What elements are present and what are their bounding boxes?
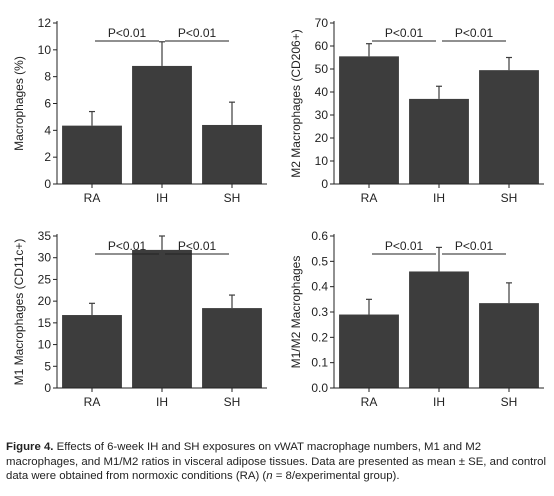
y-tick-label: 0 bbox=[321, 177, 328, 191]
chart-panel-1: Macrophages (%) 0 2 4 6 8 10 12 RA IH SH P<0.01 P<0.… bbox=[12, 16, 267, 205]
significance-label: P<0.01 bbox=[455, 239, 494, 253]
significance-label: P<0.01 bbox=[108, 26, 147, 40]
y-tick-label: 2 bbox=[44, 150, 51, 164]
caption-lead: Figure 4. bbox=[6, 441, 54, 453]
y-tick-label: 0.4 bbox=[311, 280, 328, 294]
bar-sh bbox=[479, 303, 539, 388]
y-tick-label: 8 bbox=[44, 70, 51, 84]
chart-panel-4: M1/M2 Macrophages 0.0 0.1 0.2 0.3 0.4 0.5 0.6 RA… bbox=[289, 229, 544, 409]
bar-ih bbox=[409, 98, 469, 184]
significance-label: P<0.01 bbox=[455, 26, 494, 40]
caption-text-part-1: Effects of 6-week IH and SH exposures on… bbox=[6, 441, 546, 483]
x-tick-label-ih: IH bbox=[433, 191, 445, 205]
figure-caption: Figure 4. Effects of 6-week IH and SH ex… bbox=[6, 440, 550, 484]
y-axis-label: Macrophages (%) bbox=[12, 56, 26, 151]
y-axis-label: M2 Macrophages (CD206+) bbox=[289, 29, 303, 177]
x-tick-label-sh: SH bbox=[224, 395, 241, 409]
y-tick-label: 0.2 bbox=[311, 330, 328, 344]
y-tick-label: 0 bbox=[44, 381, 51, 395]
y-tick-label: 60 bbox=[315, 39, 329, 53]
y-tick-label: 35 bbox=[38, 229, 52, 243]
y-axis-label: M1/M2 Macrophages bbox=[289, 256, 303, 369]
y-tick-label: 0.5 bbox=[311, 254, 328, 268]
caption-text-part-2: = 8/experimental group). bbox=[272, 470, 400, 483]
y-tick-label: 6 bbox=[44, 97, 51, 111]
significance-label: P<0.01 bbox=[178, 26, 217, 40]
significance-label: P<0.01 bbox=[178, 239, 217, 253]
x-tick-label-ra: RA bbox=[84, 395, 101, 409]
x-tick-label-ih: IH bbox=[156, 191, 168, 205]
y-tick-label: 30 bbox=[38, 251, 52, 265]
x-tick-label-ih: IH bbox=[156, 395, 168, 409]
bar-ra bbox=[62, 315, 122, 388]
y-tick-label: 15 bbox=[38, 316, 52, 330]
x-tick-label-ra: RA bbox=[361, 191, 378, 205]
bar-ih bbox=[132, 65, 192, 184]
x-tick-label-ra: RA bbox=[84, 191, 101, 205]
y-tick-label: 50 bbox=[315, 62, 329, 76]
significance-label: P<0.01 bbox=[385, 26, 424, 40]
bar-ih bbox=[132, 249, 192, 388]
bar-ra bbox=[339, 56, 399, 184]
y-axis-label: M1 Macrophages (CD11c+) bbox=[12, 239, 26, 386]
y-tick-label: 5 bbox=[44, 359, 51, 373]
caption-n-symbol: n bbox=[266, 470, 273, 483]
significance-label: P<0.01 bbox=[385, 239, 424, 253]
chart-panel-2: M2 Macrophages (CD206+) 0 10 20 30 40 50 60 70 RA… bbox=[289, 16, 544, 205]
y-tick-label: 20 bbox=[315, 131, 329, 145]
y-tick-label: 25 bbox=[38, 272, 52, 286]
x-tick-label-sh: SH bbox=[224, 191, 241, 205]
y-tick-label: 10 bbox=[315, 154, 329, 168]
bar-ih bbox=[409, 271, 469, 388]
bar-ra bbox=[339, 314, 399, 388]
y-tick-label: 0.1 bbox=[311, 356, 328, 370]
x-tick-label-ih: IH bbox=[433, 395, 445, 409]
y-tick-label: 4 bbox=[44, 123, 51, 137]
bar-sh bbox=[202, 308, 262, 388]
y-tick-label: 0.6 bbox=[311, 229, 328, 243]
y-tick-label: 0.3 bbox=[311, 305, 328, 319]
figure-panels: Macrophages (%) 0 2 4 6 8 10 12 RA IH SH P<0.01 P<0.… bbox=[12, 16, 544, 409]
x-tick-label-sh: SH bbox=[501, 191, 518, 205]
y-tick-label: 10 bbox=[38, 338, 52, 352]
y-tick-label: 0 bbox=[44, 177, 51, 191]
y-tick-label: 10 bbox=[38, 43, 52, 57]
significance-label: P<0.01 bbox=[108, 239, 147, 253]
bar-ra bbox=[62, 125, 122, 184]
y-tick-label: 40 bbox=[315, 85, 329, 99]
bar-sh bbox=[479, 70, 539, 184]
y-tick-label: 20 bbox=[38, 294, 52, 308]
x-tick-label-ra: RA bbox=[361, 395, 378, 409]
bar-sh bbox=[202, 124, 262, 184]
y-tick-label: 70 bbox=[315, 16, 329, 30]
chart-panel-3: M1 Macrophages (CD11c+) 0 5 10 15 20 25 30 35 RA I… bbox=[12, 229, 267, 409]
y-tick-label: 0.0 bbox=[311, 381, 328, 395]
y-tick-label: 30 bbox=[315, 108, 329, 122]
y-tick-label: 12 bbox=[38, 16, 52, 30]
x-tick-label-sh: SH bbox=[501, 395, 518, 409]
